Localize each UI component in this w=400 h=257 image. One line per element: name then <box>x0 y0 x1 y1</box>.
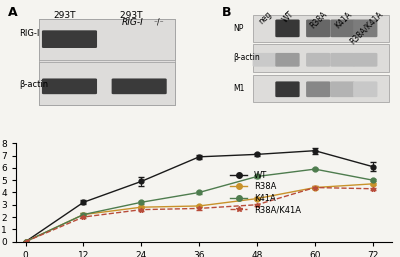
Text: M1: M1 <box>233 84 244 93</box>
FancyBboxPatch shape <box>353 20 378 37</box>
Text: A: A <box>8 6 18 19</box>
Text: 293T: 293T <box>120 11 145 20</box>
Text: K41A: K41A <box>333 10 354 30</box>
FancyBboxPatch shape <box>253 44 389 72</box>
Text: B: B <box>222 6 231 19</box>
FancyBboxPatch shape <box>42 78 97 94</box>
FancyBboxPatch shape <box>306 20 330 37</box>
FancyBboxPatch shape <box>253 75 389 102</box>
FancyBboxPatch shape <box>275 20 300 37</box>
Text: RIG-I: RIG-I <box>19 29 40 38</box>
FancyBboxPatch shape <box>42 30 97 48</box>
Text: 293T: 293T <box>53 11 76 20</box>
FancyBboxPatch shape <box>330 20 355 37</box>
FancyBboxPatch shape <box>253 15 389 42</box>
Text: R38A: R38A <box>309 10 330 30</box>
FancyBboxPatch shape <box>306 53 330 67</box>
Text: WT: WT <box>281 10 296 25</box>
FancyBboxPatch shape <box>275 81 300 97</box>
Text: ⁻/⁻: ⁻/⁻ <box>154 17 164 26</box>
Text: β-actin: β-actin <box>19 80 48 89</box>
FancyBboxPatch shape <box>253 53 277 67</box>
FancyBboxPatch shape <box>330 81 355 97</box>
FancyBboxPatch shape <box>306 81 330 97</box>
Legend: WT, R38A, K41A, R38A/K41A: WT, R38A, K41A, R38A/K41A <box>227 167 304 217</box>
Text: neg: neg <box>257 10 274 26</box>
FancyBboxPatch shape <box>353 53 378 67</box>
Text: β-actin: β-actin <box>233 53 260 62</box>
FancyBboxPatch shape <box>353 81 378 97</box>
FancyBboxPatch shape <box>330 53 355 67</box>
FancyBboxPatch shape <box>39 62 175 105</box>
Text: R38A/K41A: R38A/K41A <box>348 10 384 46</box>
FancyBboxPatch shape <box>39 19 175 105</box>
FancyBboxPatch shape <box>39 19 175 60</box>
Text: RIG-I: RIG-I <box>122 17 144 26</box>
FancyBboxPatch shape <box>112 78 167 94</box>
FancyBboxPatch shape <box>275 53 300 67</box>
Text: NP: NP <box>233 24 244 33</box>
